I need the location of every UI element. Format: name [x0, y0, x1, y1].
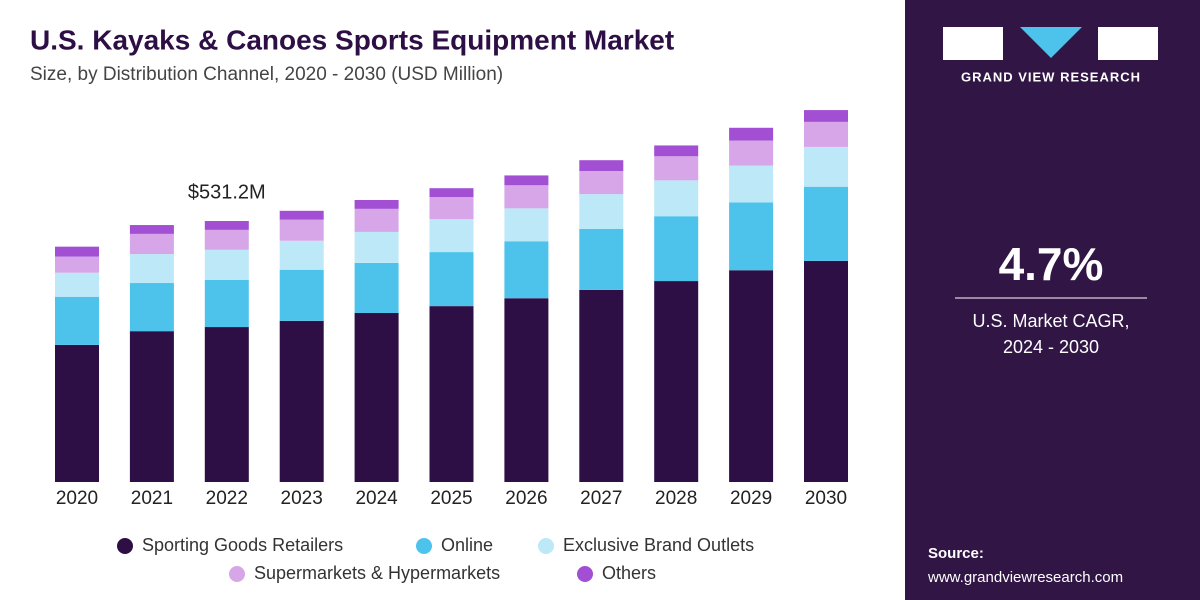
bar-segment [579, 194, 624, 229]
cagr-label: U.S. Market CAGR, [972, 311, 1129, 331]
legend-label: Online [441, 535, 493, 555]
bar-segment [429, 306, 474, 482]
legend-marker [117, 538, 133, 554]
legend-marker [538, 538, 554, 554]
bar-segment [129, 233, 174, 255]
bar-segment [804, 186, 848, 261]
bar-segment [55, 272, 99, 297]
bar-segment [129, 254, 174, 284]
bar-segment [354, 231, 399, 263]
x-tick-label: 2020 [56, 488, 98, 509]
legend-label: Supermarkets & Hypermarkets [254, 563, 500, 583]
bar-segment [354, 262, 399, 313]
bar-segment [729, 270, 774, 482]
bar-segment [729, 140, 774, 166]
bar-segment [429, 219, 474, 253]
bar-segment [204, 327, 249, 482]
logo [943, 27, 1158, 60]
bar-segment [729, 165, 774, 203]
logo-r [1098, 27, 1158, 60]
legend-label: Others [602, 563, 656, 583]
bar-segment [804, 121, 848, 147]
bar-segment [354, 312, 399, 482]
bar-segment [654, 156, 699, 181]
bar-segment [55, 296, 99, 345]
logo-v [1020, 27, 1082, 58]
x-tick-label: 2027 [580, 488, 622, 509]
cagr-value: 4.7% [999, 238, 1104, 290]
x-tick-label: 2022 [206, 488, 248, 509]
bar-segment [804, 146, 848, 187]
source-url[interactable]: www.grandviewresearch.com [927, 569, 1123, 586]
bar-segment [654, 216, 699, 282]
x-tick-label: 2023 [281, 488, 323, 509]
bar-segment [129, 283, 174, 332]
bar-segment [354, 208, 399, 232]
bar-segment [579, 160, 624, 172]
x-tick-label: 2021 [131, 488, 173, 509]
bar-segment [129, 225, 174, 234]
x-tick-label: 2024 [355, 488, 398, 509]
bar-segment [804, 260, 848, 482]
x-tick-label: 2029 [730, 488, 772, 509]
bar-segment [504, 175, 549, 186]
bar-segment [204, 279, 249, 328]
x-tick-label: 2028 [655, 488, 697, 509]
side-panel [905, 0, 1200, 600]
bar-segment [504, 298, 549, 482]
bar-segment [279, 240, 324, 270]
brand-name: GRAND VIEW RESEARCH [961, 69, 1141, 84]
x-tick-label: 2026 [505, 488, 547, 509]
bar-segment [654, 145, 699, 157]
bar-segment [279, 219, 324, 241]
bar-segment [654, 281, 699, 482]
source-label: Source: [928, 545, 984, 562]
bar-segment [579, 228, 624, 290]
chart-title: U.S. Kayaks & Canoes Sports Equipment Ma… [30, 24, 674, 55]
bar-segment [729, 202, 774, 271]
chart-subtitle: Size, by Distribution Channel, 2020 - 20… [30, 64, 503, 85]
bar-segment [279, 269, 324, 321]
legend-marker [416, 538, 432, 554]
bar-segment [55, 256, 99, 273]
legend-label: Sporting Goods Retailers [142, 535, 343, 555]
bar-segment [55, 246, 99, 257]
bar-segment [504, 241, 549, 299]
x-tick-label: 2025 [430, 488, 472, 509]
bar-segment [279, 320, 324, 482]
bar-segment [504, 208, 549, 242]
bar-segment [204, 229, 249, 250]
bar-segment [804, 110, 848, 122]
bar-segment [429, 197, 474, 220]
bar-segment [729, 127, 774, 141]
bar-segment [279, 210, 324, 220]
x-tick-label: 2030 [805, 488, 847, 509]
legend-label: Exclusive Brand Outlets [563, 535, 754, 555]
cagr-label: 2024 - 2030 [1003, 337, 1099, 357]
annotation: $531.2M [188, 181, 266, 203]
logo-g [943, 27, 1003, 60]
bar-segment [654, 180, 699, 217]
bar-segment [504, 185, 549, 209]
bar-segment [579, 171, 624, 195]
bar-segment [55, 344, 99, 482]
bar-segment [579, 289, 624, 482]
bar-segment [354, 199, 399, 209]
legend-marker [229, 566, 245, 582]
bar-segment [129, 331, 174, 482]
legend-marker [577, 566, 593, 582]
bar-segment [204, 221, 249, 230]
bar-segment [204, 249, 249, 280]
bar-segment [429, 252, 474, 307]
bar-segment [429, 188, 474, 198]
